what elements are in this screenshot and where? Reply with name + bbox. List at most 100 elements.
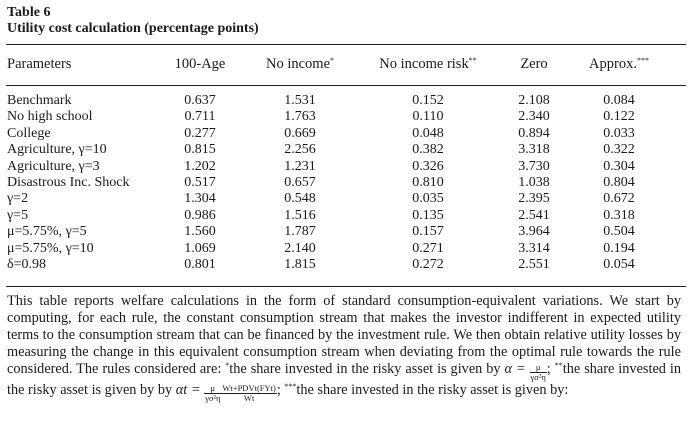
bottom-rule (6, 286, 686, 287)
table-cell-approx: 0.122 (603, 109, 635, 125)
row-label: College (7, 125, 51, 141)
table-cell-100-age: 0.801 (184, 257, 216, 272)
column-header-cell-100-age: 100-Age (140, 56, 260, 72)
formula-1-lhs: α = (504, 361, 526, 377)
table-cell-zero: 2.340 (518, 109, 550, 125)
note-body: This table reports welfare calculations … (7, 293, 681, 377)
table-cell-no-income: 1.763 (284, 109, 316, 125)
column-header-100-age: 100-Age (174, 56, 226, 72)
table-note: This table reports welfare calculations … (7, 293, 681, 403)
row-label: Agriculture, γ=10 (7, 142, 107, 158)
table-cell-zero: 1.038 (518, 175, 550, 190)
table-cell-100-age: 0.637 (184, 93, 216, 108)
row-label: Benchmark (7, 93, 72, 108)
table-cell-no-income-risk: 0.272 (412, 257, 444, 272)
table-cell-zero: 3.730 (518, 158, 550, 174)
table-cell-zero: 2.551 (518, 257, 550, 272)
table-cell-approx: 0.804 (603, 175, 635, 190)
row-label: Disastrous Inc. Shock (7, 175, 130, 190)
table-cell-100-age: 1.202 (184, 158, 216, 174)
table-cell-100-age: 1.069 (184, 240, 216, 256)
table-cell-no-income-risk: 0.271 (412, 240, 444, 256)
table-cell-100-age: 1.560 (184, 224, 216, 240)
note-mark-1: * (225, 361, 230, 370)
table-cell-no-income: 1.516 (284, 207, 316, 223)
column-header-cell-approx: Approx.*** (559, 56, 679, 72)
table-cell-no-income-risk: 0.382 (412, 142, 444, 158)
table-cell-no-income: 2.140 (284, 240, 316, 256)
table-cell-no-income: 2.256 (284, 142, 316, 158)
table-cell-zero: 3.318 (518, 142, 550, 158)
column-header-cell-no-income-risk: No income risk** (368, 56, 488, 72)
table-cell-no-income: 0.548 (284, 191, 316, 207)
table-cell-approx: 0.054 (603, 257, 635, 272)
column-mark-approx: *** (636, 56, 649, 65)
table-title: Utility cost calculation (percentage poi… (7, 21, 259, 36)
table-cell-no-income-risk: 0.035 (412, 191, 444, 207)
table-cell-approx: 0.322 (603, 142, 635, 158)
table-cell-zero: 3.314 (518, 240, 550, 256)
header-rule (6, 85, 686, 86)
top-rule (6, 44, 686, 45)
table-cell-no-income: 0.669 (284, 125, 316, 141)
column-header-parameters: Parameters (7, 56, 72, 72)
table-cell-zero: 3.964 (518, 224, 550, 240)
table-cell-zero: 0.894 (518, 125, 550, 141)
formula-2-fraction-a: μ γσ²η (204, 383, 222, 403)
note-rule-2: the share invested in the risky asset is… (7, 361, 681, 398)
table-cell-100-age: 0.815 (184, 142, 216, 158)
note-rule-3: the share invested in the risky asset is… (296, 382, 569, 398)
row-label: Agriculture, γ=3 (7, 158, 100, 174)
row-label: μ=5.75%, γ=5 (7, 224, 87, 240)
table-cell-zero: 2.108 (518, 93, 550, 108)
row-label: No high school (7, 109, 93, 125)
table-cell-approx: 0.318 (603, 207, 635, 223)
column-mark-no-income-risk: ** (468, 56, 477, 65)
table-cell-no-income-risk: 0.048 (412, 125, 444, 141)
table-cell-approx: 0.672 (603, 191, 635, 207)
formula-2-lhs: αt = (175, 382, 201, 398)
table-cell-100-age: 0.277 (184, 125, 216, 141)
table-cell-no-income-risk: 0.152 (412, 93, 444, 108)
row-label: μ=5.75%, γ=10 (7, 240, 94, 256)
table-cell-no-income-risk: 0.110 (412, 109, 444, 125)
table-cell-100-age: 0.986 (184, 207, 216, 223)
column-header-no-income-risk: No income risk (379, 56, 469, 72)
table-cell-100-age: 0.517 (184, 175, 216, 190)
column-header-cell-parameters: Parameters (7, 56, 71, 72)
column-header-no-income: No income (265, 56, 331, 72)
column-header-zero: Zero (520, 56, 548, 72)
table-cell-approx: 0.084 (603, 93, 635, 108)
table-cell-no-income-risk: 0.157 (412, 224, 444, 240)
row-label: γ=2 (7, 191, 29, 207)
note-mark-2: ** (554, 361, 563, 370)
table-cell-100-age: 1.304 (184, 191, 216, 207)
table-cell-approx: 0.304 (603, 158, 635, 174)
table-cell-no-income-risk: 0.326 (412, 158, 444, 174)
note-rule-1: the share invested in the risky asset is… (229, 361, 501, 377)
table-cell-no-income: 0.657 (284, 175, 316, 190)
table-cell-100-age: 0.711 (184, 109, 216, 125)
table-cell-no-income-risk: 0.810 (412, 175, 444, 190)
table-cell-no-income: 1.531 (284, 93, 316, 108)
table-cell-approx: 0.194 (603, 240, 635, 256)
note-mark-3: *** (284, 382, 297, 391)
table-cell-zero: 2.395 (518, 191, 550, 207)
table-cell-no-income: 1.787 (284, 224, 316, 240)
formula-2-fraction-b: Wt+PDVt(FYt) Wt (221, 383, 277, 403)
row-label: γ=5 (7, 207, 29, 223)
table-number: Table 6 (7, 5, 51, 20)
formula-1-fraction: μ γσ²η (529, 362, 547, 382)
table-cell-no-income-risk: 0.135 (412, 207, 444, 223)
column-header-cell-no-income: No income* (240, 56, 360, 72)
table-cell-approx: 0.033 (603, 125, 635, 141)
column-header-cell-zero: Zero (474, 56, 594, 72)
table-caption: Table 6 Utility cost calculation (percen… (7, 5, 259, 37)
table-cell-no-income: 1.815 (284, 257, 316, 272)
column-mark-no-income: * (330, 56, 335, 65)
row-label: δ=0.98 (7, 257, 46, 272)
column-header-approx: Approx. (589, 56, 637, 72)
table-cell-no-income: 1.231 (284, 158, 316, 174)
table-cell-zero: 2.541 (518, 207, 550, 223)
table-cell-approx: 0.504 (603, 224, 635, 240)
